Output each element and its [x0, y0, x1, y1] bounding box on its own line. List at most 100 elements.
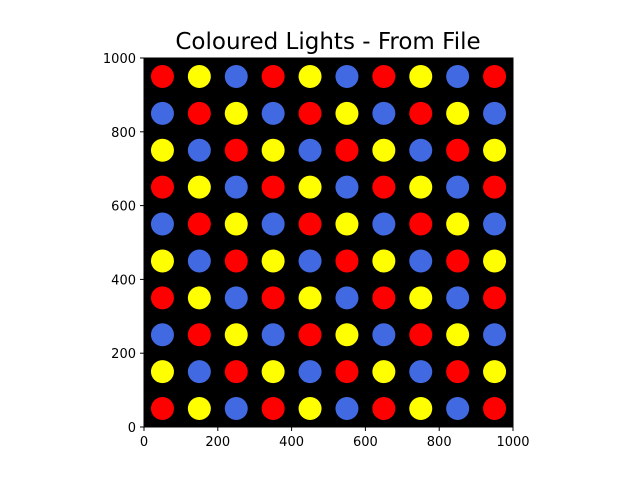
- light-point-yellow: [298, 286, 322, 310]
- light-point-blue: [224, 64, 248, 88]
- light-point-red: [224, 249, 248, 273]
- light-point-yellow: [298, 397, 322, 421]
- light-point-yellow: [409, 64, 433, 88]
- light-point-blue: [261, 212, 285, 236]
- light-point-blue: [446, 397, 470, 421]
- light-point-red: [483, 64, 507, 88]
- light-point-blue: [372, 101, 396, 125]
- light-point-red: [335, 138, 359, 162]
- light-point-yellow: [224, 323, 248, 347]
- y-tick-label: 200: [111, 347, 136, 362]
- light-point-yellow: [298, 175, 322, 199]
- light-point-blue: [446, 286, 470, 310]
- light-point-red: [261, 397, 285, 421]
- light-point-red: [150, 64, 174, 88]
- y-tick-label: 0: [128, 421, 136, 436]
- light-point-yellow: [261, 138, 285, 162]
- light-point-blue: [261, 101, 285, 125]
- light-point-red: [298, 323, 322, 347]
- light-point-blue: [298, 138, 322, 162]
- light-point-yellow: [409, 286, 433, 310]
- light-point-blue: [335, 175, 359, 199]
- light-point-red: [409, 212, 433, 236]
- y-tick-label: 600: [111, 200, 136, 215]
- light-point-red: [261, 286, 285, 310]
- light-point-yellow: [187, 286, 211, 310]
- light-point-blue: [224, 175, 248, 199]
- light-point-red: [187, 101, 211, 125]
- light-point-blue: [187, 138, 211, 162]
- y-tick-label: 1000: [103, 52, 136, 67]
- light-point-red: [298, 212, 322, 236]
- light-point-red: [150, 175, 174, 199]
- light-point-red: [483, 175, 507, 199]
- light-point-yellow: [409, 397, 433, 421]
- light-point-red: [446, 138, 470, 162]
- light-point-blue: [150, 101, 174, 125]
- light-point-blue: [224, 286, 248, 310]
- light-point-red: [335, 249, 359, 273]
- light-point-red: [372, 286, 396, 310]
- light-point-yellow: [298, 64, 322, 88]
- light-point-blue: [187, 360, 211, 384]
- light-point-red: [372, 397, 396, 421]
- light-point-blue: [409, 360, 433, 384]
- light-point-red: [187, 323, 211, 347]
- light-point-blue: [372, 323, 396, 347]
- light-point-red: [150, 397, 174, 421]
- light-point-red: [224, 360, 248, 384]
- light-point-blue: [372, 212, 396, 236]
- light-point-blue: [298, 249, 322, 273]
- light-point-red: [261, 175, 285, 199]
- light-point-red: [298, 101, 322, 125]
- light-point-blue: [261, 323, 285, 347]
- light-point-red: [372, 175, 396, 199]
- light-point-red: [409, 101, 433, 125]
- x-tick-label: 800: [427, 435, 452, 450]
- light-point-yellow: [446, 212, 470, 236]
- light-point-red: [224, 138, 248, 162]
- light-point-red: [150, 286, 174, 310]
- light-point-yellow: [335, 212, 359, 236]
- light-point-blue: [187, 249, 211, 273]
- light-point-yellow: [372, 360, 396, 384]
- x-tick-label: 600: [353, 435, 378, 450]
- light-point-yellow: [409, 175, 433, 199]
- light-point-red: [446, 360, 470, 384]
- y-tick-label: 800: [111, 126, 136, 141]
- x-tick-label: 1000: [496, 435, 529, 450]
- light-point-red: [261, 64, 285, 88]
- light-point-red: [446, 249, 470, 273]
- light-point-blue: [224, 397, 248, 421]
- light-point-yellow: [261, 360, 285, 384]
- axes-layer: 0 200 400 600 800 1000 0 200 400 600 800 1000: [103, 52, 530, 450]
- light-point-yellow: [446, 323, 470, 347]
- light-point-yellow: [150, 138, 174, 162]
- light-point-red: [372, 64, 396, 88]
- light-point-red: [483, 286, 507, 310]
- light-point-yellow: [187, 175, 211, 199]
- x-tick-label: 200: [205, 435, 230, 450]
- light-point-yellow: [483, 249, 507, 273]
- light-point-blue: [335, 397, 359, 421]
- light-point-yellow: [187, 64, 211, 88]
- light-point-yellow: [261, 249, 285, 273]
- light-point-yellow: [335, 323, 359, 347]
- light-point-yellow: [335, 101, 359, 125]
- light-point-yellow: [372, 138, 396, 162]
- light-point-blue: [409, 138, 433, 162]
- light-point-yellow: [224, 101, 248, 125]
- chart-title: Coloured Lights - From File: [175, 29, 480, 55]
- light-point-blue: [335, 64, 359, 88]
- y-tick-label: 400: [111, 273, 136, 288]
- light-point-blue: [150, 323, 174, 347]
- light-point-yellow: [187, 397, 211, 421]
- light-point-red: [335, 360, 359, 384]
- light-point-yellow: [150, 360, 174, 384]
- light-point-yellow: [372, 249, 396, 273]
- light-point-yellow: [224, 212, 248, 236]
- plot-frame: [143, 57, 514, 428]
- light-point-yellow: [483, 360, 507, 384]
- light-point-blue: [483, 323, 507, 347]
